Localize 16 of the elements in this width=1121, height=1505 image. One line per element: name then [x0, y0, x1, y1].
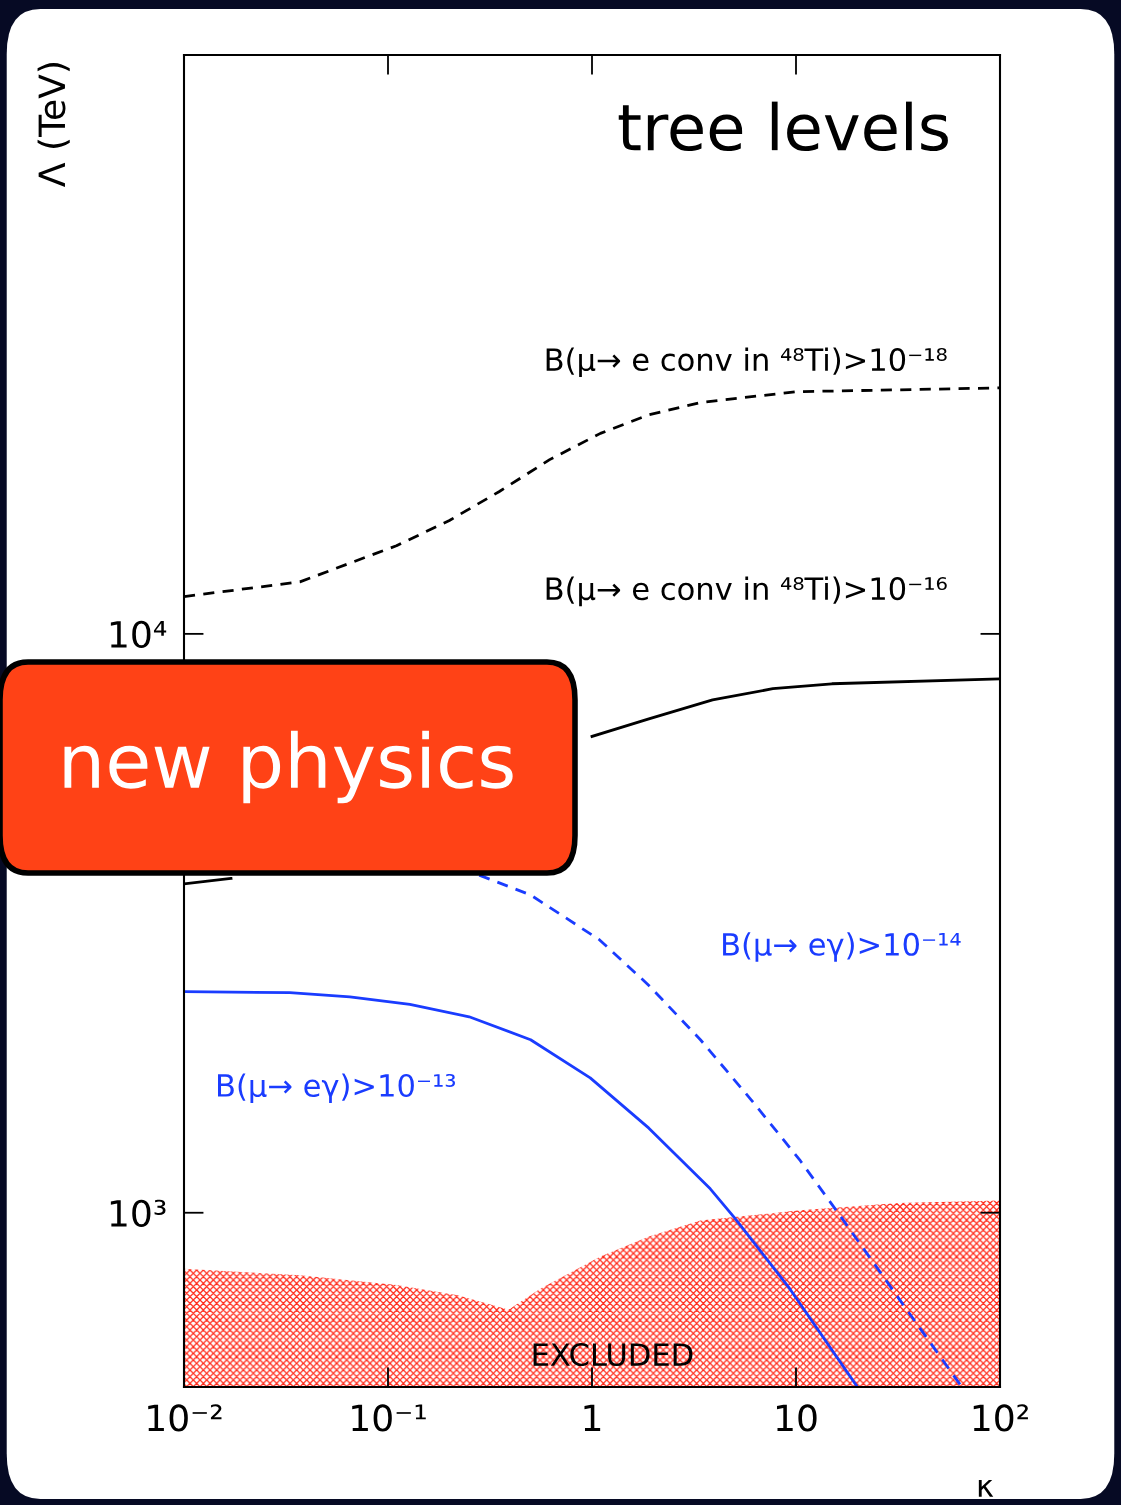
series-label: B(μ→ eγ)>10⁻¹³: [218, 1073, 456, 1103]
text: B(μ→ eγ)>10⁻¹⁴: [723, 932, 961, 962]
x-axis-title: κ: [978, 1479, 994, 1497]
annotation: new physics: [64, 730, 513, 804]
text: B(μ→ e conv in ⁴⁸Ti)>10⁻¹⁶: [546, 576, 947, 607]
x-tick-label: 10: [776, 1404, 817, 1432]
series-label: B(μ→ e conv in ⁴⁸Ti)>10⁻¹⁸: [546, 347, 947, 378]
y-tick-label: 10⁴: [110, 620, 167, 649]
x-tick-label: 10²: [973, 1404, 1028, 1432]
x-tick-label: 10⁻²: [148, 1404, 222, 1432]
x-tick-label: 1: [584, 1404, 601, 1432]
series-label: EXCLUDED: [533, 1343, 693, 1367]
y-tick-label: 10³: [110, 1199, 166, 1227]
x-tick-label: 10⁻¹: [352, 1404, 426, 1432]
text: tree levels: [618, 101, 948, 152]
y-axis-title: Λ (TeV): [37, 63, 70, 187]
